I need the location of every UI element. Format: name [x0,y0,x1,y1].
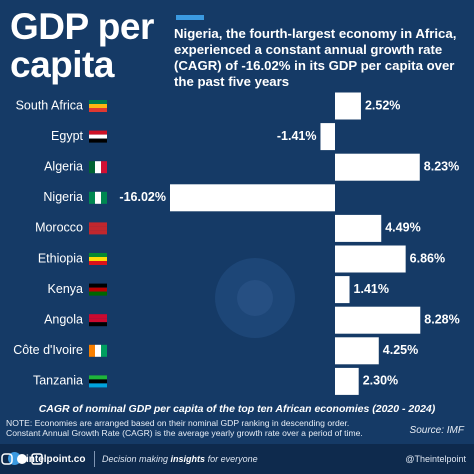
bar [335,276,350,304]
icon[interactable] [1,453,13,465]
flag [89,344,95,357]
flag [89,108,107,112]
flag [89,100,107,104]
bar [335,153,420,181]
tagline-text: Decision making [102,454,169,464]
flag [89,322,107,327]
value-label: 4.49% [385,221,420,235]
flag [89,161,95,174]
bar [169,184,335,212]
footer: intelpoint.co Decision making insights f… [0,444,474,474]
bar [335,92,361,120]
value-label: 2.52% [365,98,400,112]
flag [89,261,107,265]
value-label: -16.02% [119,190,166,204]
bar [320,123,335,151]
flag [89,291,107,296]
flag [89,104,107,108]
value-label: 8.28% [424,312,459,326]
flag [89,191,95,204]
caption: CAGR of nominal GDP per capita of the to… [38,403,436,415]
bar [335,306,421,334]
flag [89,222,107,227]
flag [95,344,101,357]
category-label: Kenya [48,282,83,296]
flag [89,287,107,292]
value-label: 1.41% [354,282,389,296]
flag [101,191,107,204]
note: Constant Annual Growth Rate (CAGR) is th… [6,428,363,438]
value-label: 4.25% [383,343,418,357]
flag [89,253,107,257]
category-label: Algeria [44,159,83,173]
value-label: 2.30% [363,374,398,388]
value-label: 8.23% [424,159,459,173]
flag [101,161,107,174]
handle[interactable]: @Theintelpoint [405,454,466,464]
separator [94,451,95,467]
category-label: Angola [44,312,83,326]
flag [89,383,107,388]
background-icon [237,280,273,316]
flag [89,283,107,288]
brand[interactable]: intelpoint.co [26,454,86,465]
flag [89,379,107,384]
flag [89,375,107,380]
category-label: Nigeria [43,190,83,204]
bar [335,214,382,242]
chart-subtitle: Nigeria, the fourth-largest economy in A… [174,26,457,89]
chart-title: GDP per capita [10,6,154,85]
flag [89,257,107,261]
icon[interactable] [31,453,43,465]
category-label: Tanzania [33,374,83,388]
flag [89,130,107,135]
flag [89,134,107,139]
category-label: Ethiopia [38,251,83,265]
tagline-bold: insights [170,454,206,464]
flag [89,314,107,319]
category-label: Côte d'Ivoire [13,343,83,357]
category-label: South Africa [16,98,83,112]
flag [95,191,101,204]
category-label: Morocco [35,221,83,235]
flag [89,318,107,323]
source: Source: IMF [409,425,464,436]
flag [95,161,101,174]
flag [89,226,107,231]
flag [89,230,107,235]
accent-bar [176,15,204,20]
notes: NOTE: Economies are arranged based on th… [6,418,363,438]
value-label: 6.86% [410,251,445,265]
tagline-text: for everyone [207,454,258,464]
bar [335,245,406,273]
bar [335,367,359,395]
value-label: -1.41% [277,129,317,143]
note: NOTE: Economies are arranged based on th… [6,418,350,428]
bar [335,337,379,365]
tagline: Decision making insights for everyone [102,454,258,464]
icon[interactable] [17,454,27,464]
flag [89,138,107,143]
social-icons[interactable] [0,453,44,465]
flag [101,344,107,357]
category-label: Egypt [51,129,83,143]
